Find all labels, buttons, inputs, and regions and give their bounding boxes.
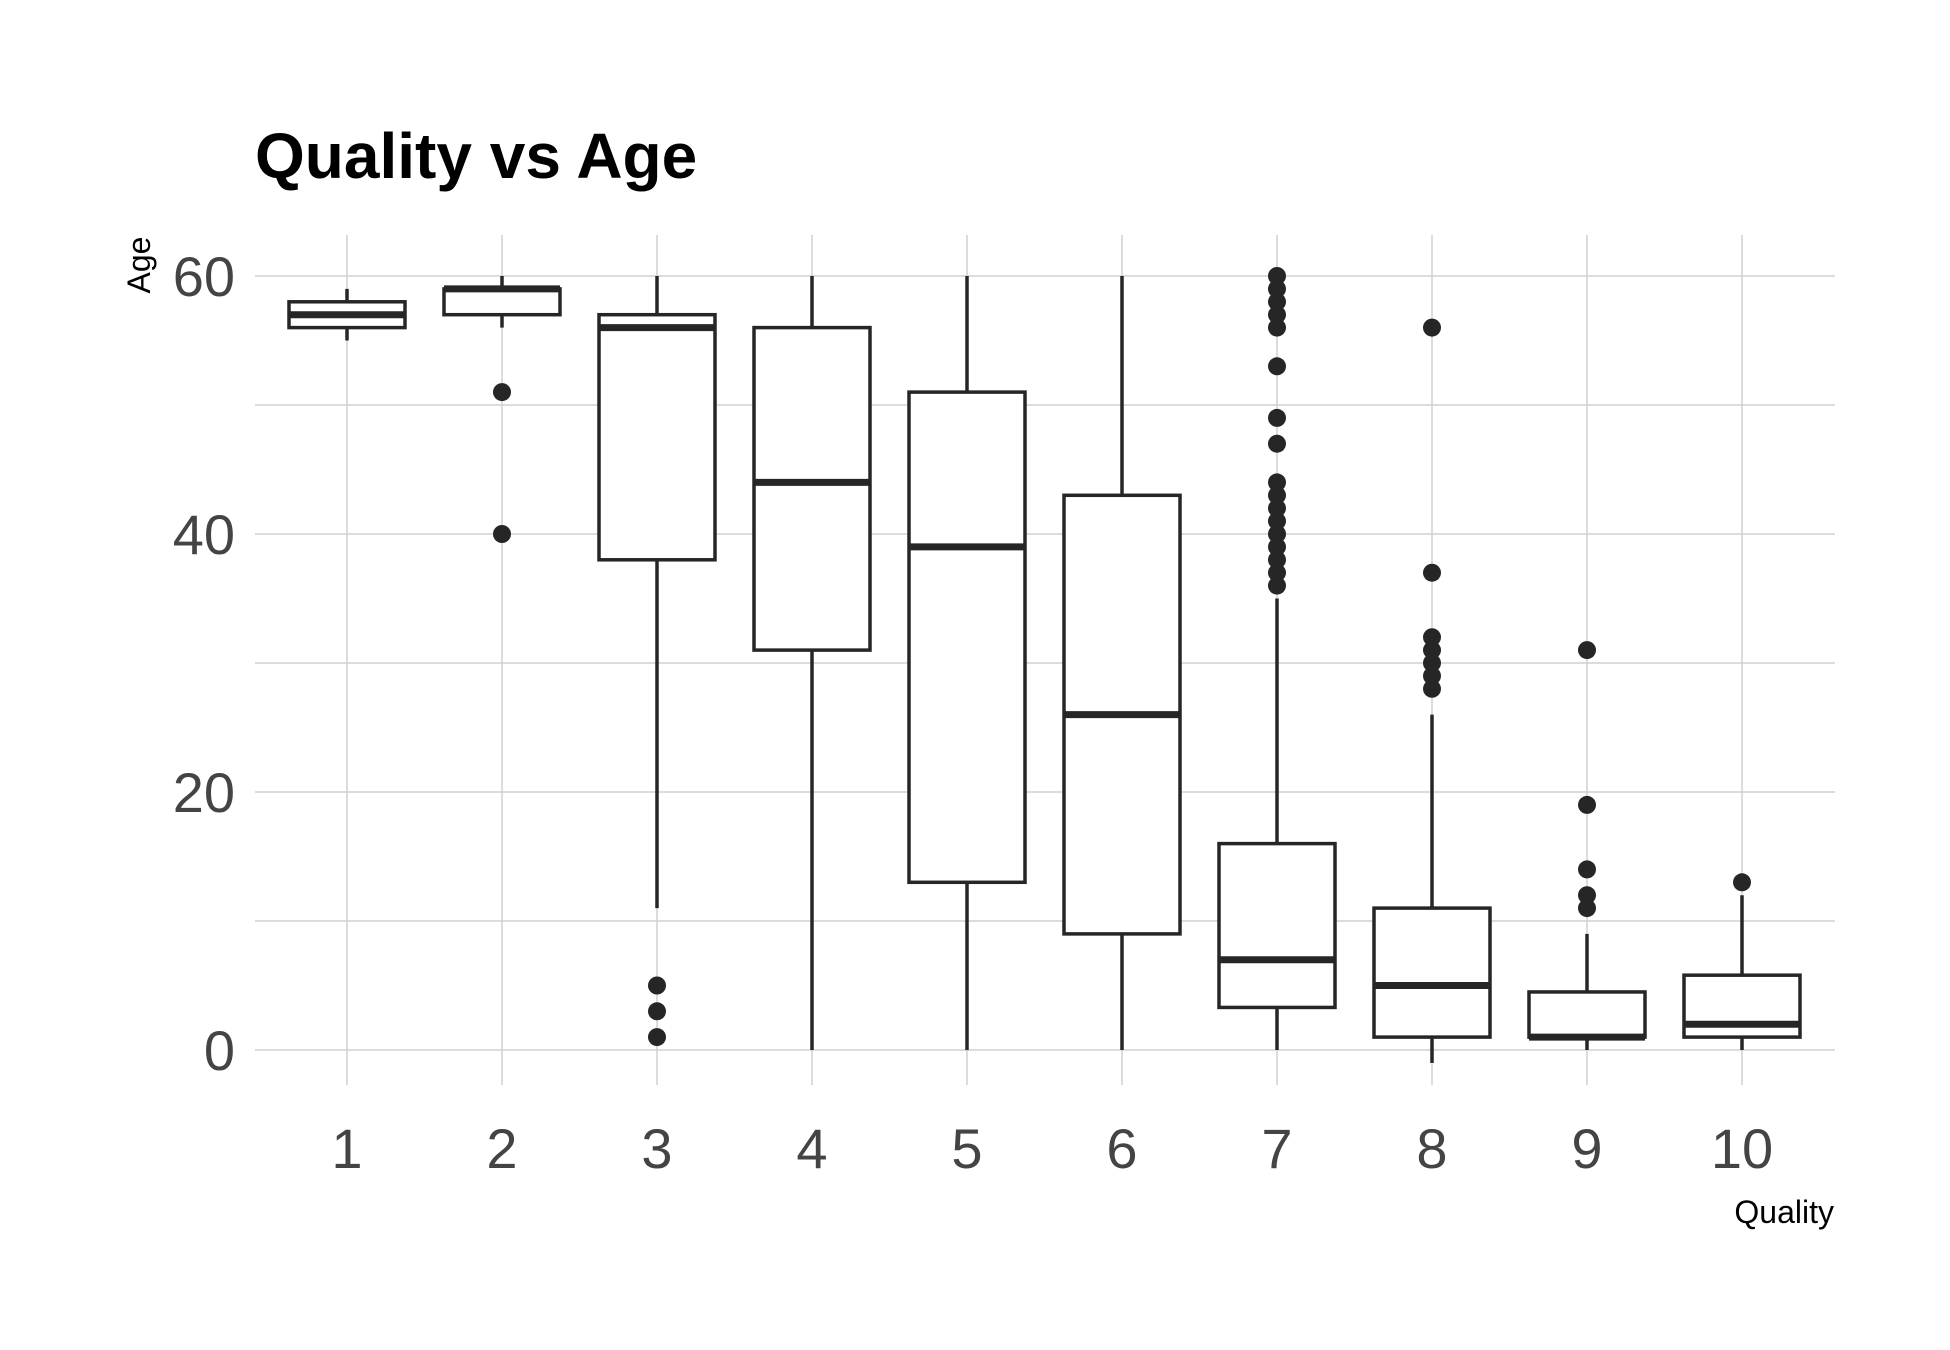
outlier-point [1268, 486, 1286, 505]
outlier-point [493, 525, 511, 543]
x-tick-label: 2 [486, 1117, 517, 1180]
box-iqr [442, 287, 562, 317]
box-group-1 [287, 288, 407, 341]
grid-lines [255, 235, 1835, 1085]
outlier-point [1268, 408, 1286, 427]
outlier-point [1268, 537, 1286, 556]
outlier-point [1578, 860, 1596, 879]
outlier-point [1268, 576, 1286, 595]
outlier-point [1423, 628, 1441, 647]
box-group-8 [1372, 318, 1492, 1063]
x-tick-label: 5 [951, 1117, 982, 1180]
outlier-point [1423, 654, 1441, 672]
outlier-point [1268, 550, 1286, 569]
boxes-layer [287, 267, 1802, 1063]
box-iqr [1682, 973, 1802, 1039]
x-tick-label: 7 [1261, 1117, 1292, 1180]
box-group-9 [1527, 641, 1647, 1050]
box-iqr [752, 325, 872, 652]
outlier-point [1578, 886, 1596, 905]
outlier-point [1268, 525, 1286, 543]
outlier-point [1268, 292, 1286, 311]
x-tick-label: 1 [331, 1117, 362, 1180]
box-iqr [597, 312, 717, 562]
box-group-2 [442, 276, 562, 543]
outlier-point [1578, 795, 1596, 814]
x-tick-label: 9 [1571, 1117, 1602, 1180]
y-axis-ticks: 0 20 40 60 [173, 245, 235, 1082]
box-group-7 [1217, 267, 1337, 1050]
y-tick-label: 0 [204, 1019, 235, 1082]
outlier-point [648, 976, 666, 995]
outlier-point [1268, 434, 1286, 453]
outlier-point [1733, 873, 1751, 892]
outlier-point [1268, 357, 1286, 376]
outlier-point [1578, 899, 1596, 918]
outlier-point [1578, 641, 1596, 660]
y-tick-label: 40 [173, 503, 235, 566]
outlier-point [1423, 563, 1441, 582]
box-iqr [907, 390, 1027, 885]
outlier-point [648, 1002, 666, 1021]
outlier-point [1268, 267, 1286, 285]
outlier-point [1268, 305, 1286, 324]
box-iqr [1527, 990, 1647, 1039]
outlier-point [1268, 499, 1286, 518]
box-group-3 [597, 276, 717, 1047]
outlier-point [1423, 666, 1441, 685]
box-group-6 [1062, 276, 1182, 1050]
x-tick-label: 10 [1711, 1117, 1773, 1180]
outlier-point [1423, 679, 1441, 698]
x-tick-label: 4 [796, 1117, 827, 1180]
outlier-point [1268, 318, 1286, 337]
x-axis-label: Quality [1734, 1194, 1834, 1230]
outlier-point [648, 1028, 666, 1047]
y-tick-label: 60 [173, 245, 235, 308]
x-tick-label: 3 [641, 1117, 672, 1180]
x-axis-ticks: 1 2 3 4 5 6 7 8 9 10 [331, 1117, 1773, 1180]
outlier-point [1268, 279, 1286, 298]
box-group-5 [907, 276, 1027, 1050]
outlier-point [493, 383, 511, 402]
box-iqr [1217, 841, 1337, 1010]
box-group-10 [1682, 873, 1802, 1050]
box-iqr [1372, 906, 1492, 1039]
x-tick-label: 8 [1416, 1117, 1447, 1180]
x-tick-label: 6 [1106, 1117, 1137, 1180]
box-group-4 [752, 276, 872, 1050]
outlier-point [1268, 512, 1286, 531]
outlier-point [1423, 641, 1441, 660]
outlier-point [1268, 473, 1286, 492]
y-tick-label: 20 [173, 761, 235, 824]
y-axis-label: Age [121, 237, 157, 294]
outlier-point [1423, 318, 1441, 337]
outlier-point [1268, 563, 1286, 582]
chart-title: Quality vs Age [255, 120, 697, 192]
